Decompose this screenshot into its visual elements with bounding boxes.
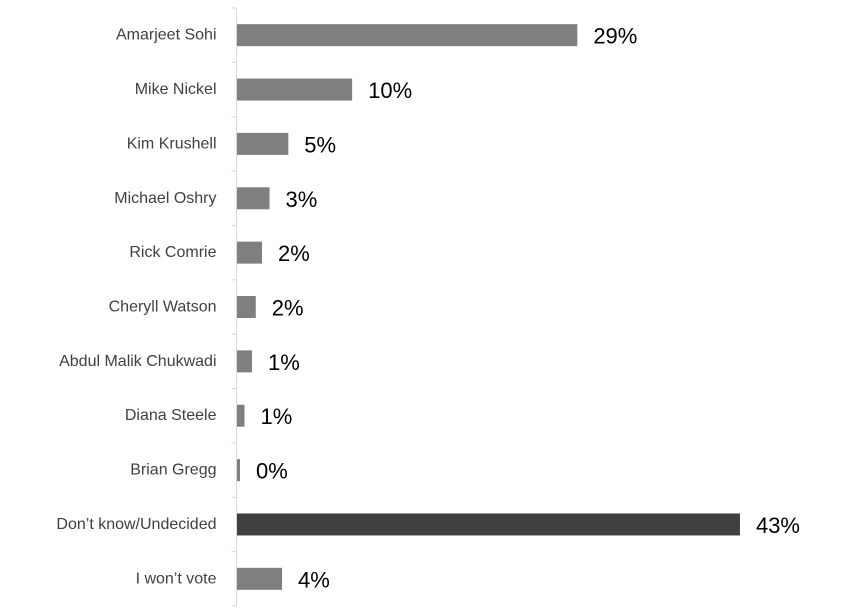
bar bbox=[237, 567, 283, 590]
data-label: 2% bbox=[278, 241, 310, 266]
category-label: Brian Gregg bbox=[130, 462, 216, 479]
category-label: Don’t know/Undecided bbox=[56, 516, 216, 533]
bar bbox=[237, 78, 353, 101]
data-label: 4% bbox=[298, 567, 330, 592]
category-label: Michael Oshry bbox=[114, 190, 216, 207]
bar bbox=[237, 132, 289, 155]
data-label: 29% bbox=[593, 24, 637, 49]
category-label: Kim Krushell bbox=[127, 135, 217, 152]
data-label: 1% bbox=[268, 350, 300, 375]
category-label: Abdul Malik Chukwadi bbox=[59, 353, 216, 370]
category-label: Mike Nickel bbox=[135, 81, 217, 98]
bar bbox=[237, 404, 245, 427]
bar bbox=[237, 24, 578, 47]
data-label: 2% bbox=[272, 296, 304, 321]
category-label: Cheryll Watson bbox=[109, 299, 217, 316]
category-label: Diana Steele bbox=[125, 407, 217, 424]
category-label: I won’t vote bbox=[136, 570, 217, 587]
data-label: 5% bbox=[304, 132, 336, 157]
bar bbox=[237, 187, 270, 210]
category-label: Amarjeet Sohi bbox=[116, 27, 217, 44]
bar bbox=[237, 296, 256, 318]
data-label: 0% bbox=[256, 459, 288, 484]
bar bbox=[237, 241, 263, 264]
data-label: 10% bbox=[368, 78, 412, 103]
category-label: Rick Comrie bbox=[129, 244, 216, 261]
data-label: 1% bbox=[261, 404, 293, 429]
bar bbox=[237, 513, 740, 536]
data-label: 3% bbox=[286, 187, 318, 212]
bar bbox=[237, 350, 253, 373]
bar bbox=[237, 459, 240, 482]
data-label: 43% bbox=[756, 513, 800, 538]
